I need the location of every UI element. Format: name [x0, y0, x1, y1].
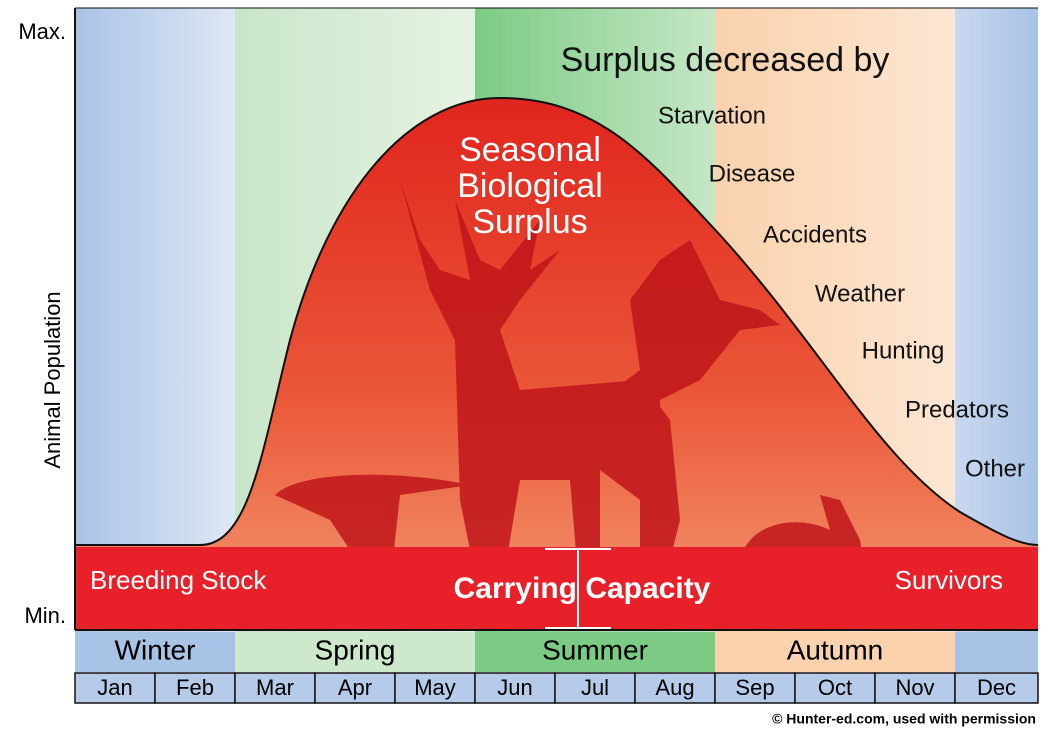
decrease-factor: Other: [965, 455, 1025, 482]
month-label: Mar: [256, 675, 294, 700]
month-label: Dec: [977, 675, 1016, 700]
carrying-capacity-label: Carrying Capacity: [454, 572, 711, 605]
surplus-label: Seasonal: [459, 131, 601, 169]
decrease-factor: Weather: [815, 280, 905, 307]
diagram: Max. Min. Animal Population Surplus decr…: [0, 0, 1048, 731]
month-label: Nov: [895, 675, 934, 700]
decrease-title: Surplus decreased by: [561, 41, 890, 79]
month-label: Jan: [97, 675, 132, 700]
survivors-label: Survivors: [895, 565, 1003, 595]
month-label: Apr: [338, 675, 372, 700]
month-label: May: [414, 675, 456, 700]
decrease-factor: Starvation: [658, 102, 766, 129]
season-cell: [955, 632, 1038, 672]
credit: © Hunter-ed.com, used with permission: [772, 711, 1036, 727]
surplus-label: Surplus: [472, 203, 587, 241]
month-label: Jul: [581, 675, 609, 700]
max-label: Max.: [18, 19, 66, 44]
season-label: Winter: [115, 634, 196, 665]
min-label: Min.: [24, 603, 66, 628]
month-label: Feb: [176, 675, 214, 700]
month-label: Sep: [735, 675, 774, 700]
surplus-label: Biological: [457, 167, 603, 205]
decrease-factor: Disease: [709, 160, 796, 187]
season-label: Spring: [315, 634, 396, 665]
y-axis-label: Animal Population: [40, 291, 65, 468]
season-label: Summer: [542, 634, 648, 665]
month-label: Oct: [818, 675, 852, 700]
breeding-stock-label: Breeding Stock: [90, 565, 267, 595]
decrease-factor: Predators: [905, 396, 1009, 423]
decrease-factor: Accidents: [763, 221, 867, 248]
decrease-factor: Hunting: [862, 337, 945, 364]
month-label: Jun: [497, 675, 532, 700]
month-label: Aug: [655, 675, 694, 700]
page: {"axis": {"max": "Max.", "min": "Min.", …: [0, 0, 1048, 731]
season-label: Autumn: [787, 634, 884, 665]
